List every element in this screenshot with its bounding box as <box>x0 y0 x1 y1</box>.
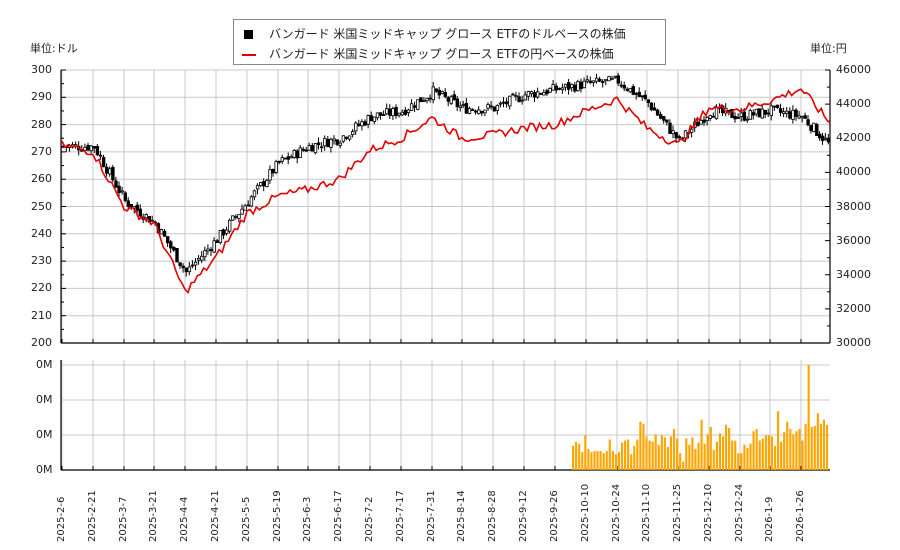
x-axis-tick: 2026-1-9 <box>764 496 775 542</box>
left-y-tick: 270 <box>31 144 52 158</box>
x-axis-tick: 2025-5-5 <box>241 496 252 542</box>
x-axis-tick: 2025-6-3 <box>302 496 313 542</box>
left-y-tick: 260 <box>31 172 52 186</box>
legend-label-usd: バンガード 米国ミッドキャップ グロース ETFのドルベースの株価 <box>269 27 626 41</box>
x-axis-tick: 2025-3-21 <box>148 490 159 542</box>
legend-item-usd: バンガード 米国ミッドキャップ グロース ETFのドルベースの株価 <box>242 25 626 42</box>
legend-label-jpy: バンガード 米国ミッドキャップ グロース ETFの円ベースの株価 <box>269 47 614 61</box>
x-axis-tick: 2025-11-25 <box>672 483 683 542</box>
volume-y-tick: 0M <box>36 428 53 441</box>
volume-y-tick: 0M <box>36 393 53 406</box>
x-axis-tick: 2025-7-31 <box>426 490 437 542</box>
left-y-tick: 290 <box>31 90 52 104</box>
left-y-tick: 250 <box>31 199 52 213</box>
x-axis-tick: 2025-9-26 <box>549 490 560 542</box>
x-axis-tick: 2025-4-21 <box>210 490 221 542</box>
x-axis-tick: 2025-2-21 <box>87 490 98 542</box>
x-axis-tick: 2025-5-19 <box>272 490 283 542</box>
x-axis-tick: 2025-3-7 <box>118 496 129 542</box>
right-y-tick: 46000 <box>836 63 871 76</box>
right-y-tick: 42000 <box>836 131 871 145</box>
left-y-tick: 240 <box>31 226 52 240</box>
left-y-tick: 230 <box>31 254 52 268</box>
chart-legend: バンガード 米国ミッドキャップ グロース ETFのドルベースの株価 バンガード … <box>233 19 666 65</box>
right-y-tick: 44000 <box>836 97 871 111</box>
left-y-tick: 300 <box>31 63 52 76</box>
legend-item-jpy: バンガード 米国ミッドキャップ グロース ETFの円ベースの株価 <box>242 45 614 62</box>
x-axis-tick: 2025-9-12 <box>518 490 529 542</box>
x-axis-tick: 2025-6-17 <box>333 490 344 542</box>
black-square-icon <box>244 30 253 39</box>
right-y-tick: 36000 <box>836 233 871 247</box>
x-axis-tick: 2025-12-10 <box>703 483 714 542</box>
left-axis-unit: 単位:ドル <box>30 42 78 55</box>
x-axis-tick: 2025-8-14 <box>456 490 467 542</box>
x-axis-tick: 2025-10-10 <box>580 483 591 542</box>
x-axis-tick: 2025-2-6 <box>56 496 67 542</box>
right-y-tick: 30000 <box>836 336 871 349</box>
right-y-tick: 34000 <box>836 267 871 281</box>
left-y-tick: 200 <box>31 336 52 349</box>
right-y-tick: 40000 <box>836 165 871 179</box>
x-axis-tick: 2025-7-17 <box>395 490 406 542</box>
right-axis-unit: 単位:円 <box>810 42 847 55</box>
volume-y-tick: 0M <box>36 463 53 476</box>
x-axis-tick: 2025-8-28 <box>487 490 498 542</box>
x-axis-tick: 2025-7-2 <box>364 496 375 542</box>
x-axis-tick: 2026-1-26 <box>795 490 806 542</box>
volume-y-tick: 0M <box>36 358 53 371</box>
left-y-tick: 210 <box>31 308 52 322</box>
red-line-icon <box>242 53 256 56</box>
right-y-tick: 32000 <box>836 301 871 315</box>
x-axis-tick: 2025-12-24 <box>734 483 745 542</box>
right-y-tick: 38000 <box>836 199 871 213</box>
x-axis-tick: 2025-11-10 <box>641 483 652 542</box>
x-axis-tick: 2025-10-24 <box>611 483 622 542</box>
left-y-tick: 220 <box>31 281 52 295</box>
x-axis-tick: 2025-4-4 <box>179 496 190 542</box>
left-y-tick: 280 <box>31 117 52 131</box>
